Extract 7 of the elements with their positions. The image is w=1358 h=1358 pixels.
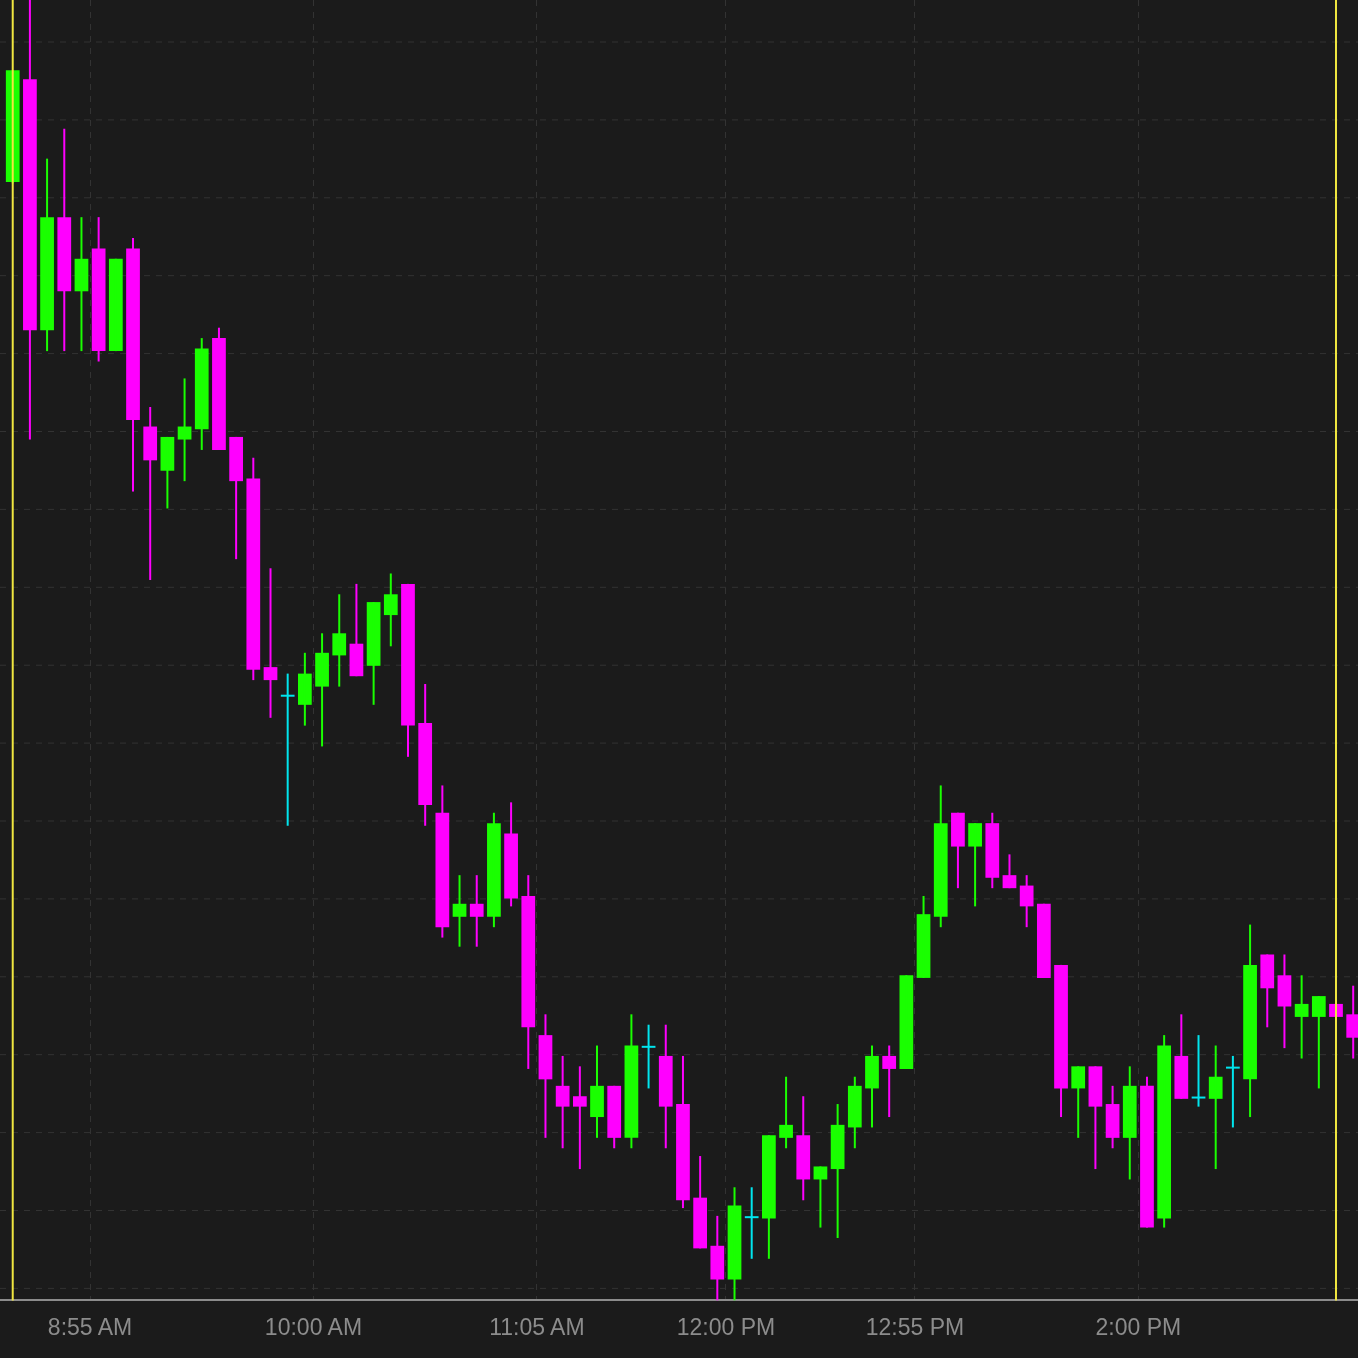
x-tick-label: 8:55 AM — [47, 1313, 133, 1340]
x-tick-label: 11:05 AM — [489, 1313, 585, 1340]
candlestick — [572, 1065, 587, 1171]
x-tick-label: 10:00 AM — [264, 1313, 363, 1340]
x-tick-label: 12:55 PM — [865, 1313, 965, 1340]
x-tick-label: 2:00 PM — [1095, 1313, 1182, 1340]
x-tick-label: 12:00 PM — [676, 1313, 776, 1340]
